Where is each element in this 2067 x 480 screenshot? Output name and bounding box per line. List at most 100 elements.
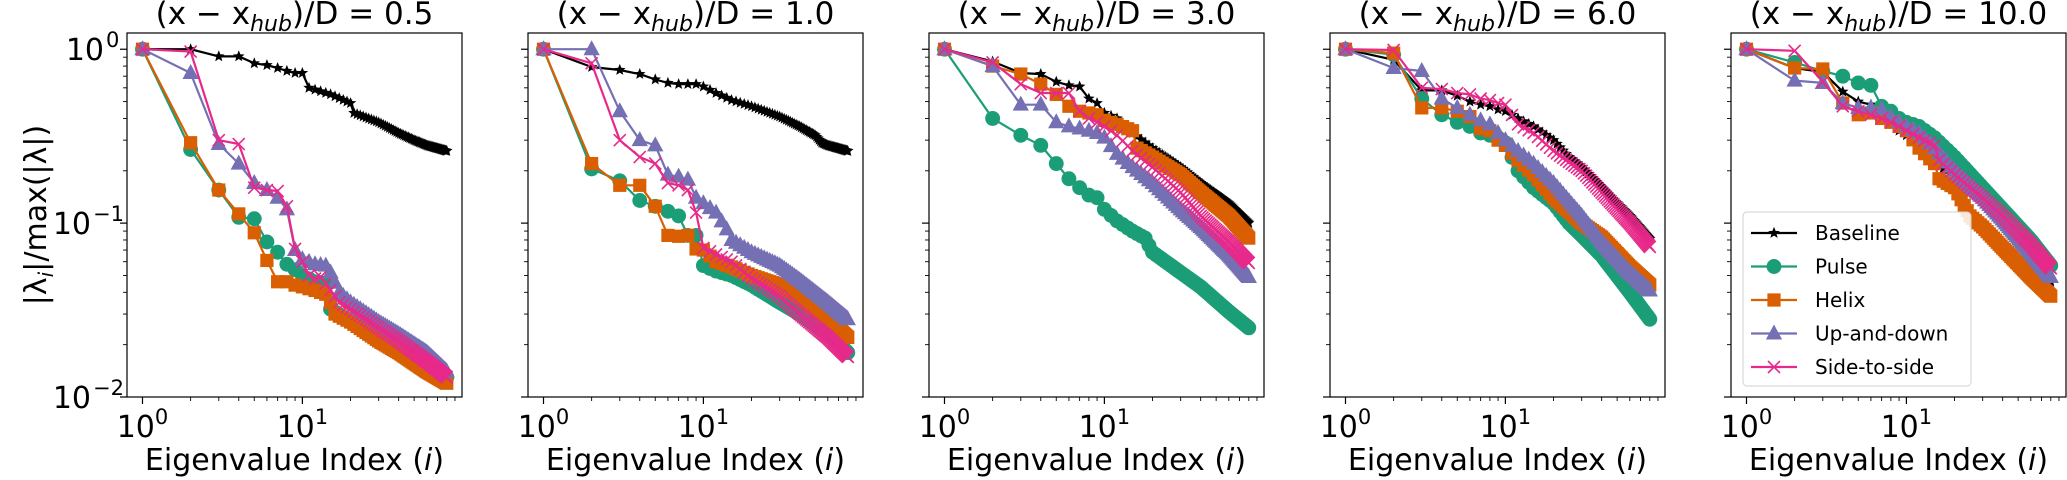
marker-star: [1517, 115, 1530, 127]
marker-x: [212, 133, 226, 147]
marker-square: [613, 178, 627, 192]
marker-triangle: [1012, 95, 1029, 111]
series-group: [535, 40, 856, 364]
marker-star: [337, 93, 349, 105]
x-tick-label: 101: [277, 405, 329, 445]
marker-triangle: [1032, 95, 1049, 111]
axes-frame: [928, 32, 1265, 398]
series-group: [936, 40, 1257, 336]
marker-square: [260, 253, 274, 268]
marker-circle: [1863, 77, 1879, 93]
marker-triangle: [1060, 117, 1078, 133]
marker-x: [1816, 75, 1830, 89]
marker-star: [1243, 217, 1255, 228]
marker-square: [661, 228, 675, 242]
marker-star: [649, 73, 661, 85]
marker-triangle: [1385, 59, 1402, 75]
marker-x: [1875, 111, 1889, 126]
marker-x: [1034, 86, 1048, 100]
y-tick-exponent: 0: [106, 28, 119, 52]
marker-star: [634, 68, 646, 79]
marker-star: [1557, 144, 1569, 156]
marker-triangle: [258, 181, 276, 197]
marker-star: [682, 78, 694, 89]
marker-x: [1851, 104, 1865, 118]
marker-x: [1062, 86, 1076, 100]
marker-x: [343, 302, 358, 316]
x-axis-label: Eigenvalue Index (i): [1749, 443, 2048, 478]
panel-title: (x − xhub)/D = 3.0: [958, 0, 1236, 37]
marker-x: [986, 55, 1000, 69]
marker-circle: [246, 211, 262, 227]
marker-x: [184, 44, 198, 59]
marker-triangle: [679, 170, 697, 186]
legend-item: Baseline: [1751, 221, 1900, 245]
marker-star: [1547, 134, 1560, 146]
legend-box: [1742, 211, 1972, 387]
marker-x: [314, 270, 328, 284]
legend-item: Side-to-side: [1751, 355, 1934, 379]
marker-x: [1387, 43, 1401, 57]
marker-x: [648, 157, 662, 171]
marker-square: [1034, 77, 1048, 91]
marker-x: [440, 370, 454, 384]
series-side-to-side: [1739, 42, 2058, 275]
legend-item: Pulse: [1751, 255, 1868, 279]
y-tick-exponent: −1: [93, 202, 124, 226]
marker-circle: [632, 193, 648, 208]
marker-triangle: [2042, 267, 2059, 283]
marker-x: [1899, 124, 1913, 138]
marker-star: [289, 67, 301, 78]
marker-triangle: [1489, 123, 1507, 139]
x-tick-label: 101: [678, 405, 730, 445]
marker-triangle: [1413, 61, 1430, 77]
marker-circle: [985, 110, 1001, 126]
marker-star: [1073, 80, 1086, 92]
marker-x: [260, 183, 274, 197]
marker-triangle: [839, 310, 856, 326]
marker-x: [1014, 77, 1028, 91]
marker-x: [2044, 261, 2058, 275]
plot-area: [1330, 33, 1665, 397]
marker-triangle: [134, 40, 151, 56]
marker-square: [184, 136, 198, 150]
marker-x: [1090, 115, 1104, 129]
marker-star: [690, 78, 702, 89]
marker-square: [1767, 293, 1781, 307]
series-up-and-down: [535, 40, 856, 326]
marker-x: [1415, 81, 1429, 95]
marker-circle: [1766, 259, 1782, 274]
marker-square: [1788, 61, 1802, 75]
marker-triangle: [1240, 267, 1257, 283]
marker-circle: [1642, 311, 1658, 327]
marker-triangle: [230, 154, 247, 170]
marker-square: [1049, 87, 1063, 101]
marker-star: [1512, 112, 1524, 124]
marker-star: [329, 90, 341, 102]
marker-x: [319, 276, 333, 290]
legend-item: Helix: [1751, 288, 1865, 312]
marker-x: [672, 178, 686, 192]
marker-circle: [1013, 127, 1029, 143]
y-tick-exponent: −2: [93, 376, 124, 400]
marker-x: [1242, 256, 1256, 270]
marker-star: [1768, 226, 1780, 238]
marker-circle: [259, 234, 275, 250]
marker-circle: [1061, 171, 1077, 187]
x-tick-label: 100: [1721, 405, 1773, 445]
marker-triangle: [707, 203, 725, 219]
marker-square: [1816, 62, 1830, 76]
marker-circle: [1048, 156, 1064, 172]
marker-triangle: [670, 167, 687, 183]
marker-triangle: [1102, 137, 1120, 153]
marker-x: [1338, 42, 1353, 56]
marker-star: [1597, 183, 1610, 195]
legend: Baseline Pulse Helix Up-and-down Side-to-sid…: [1742, 211, 1972, 387]
marker-x: [336, 298, 350, 312]
marker-triangle: [1337, 40, 1354, 56]
marker-x: [1082, 111, 1096, 126]
axes-frame: [1329, 32, 1666, 398]
